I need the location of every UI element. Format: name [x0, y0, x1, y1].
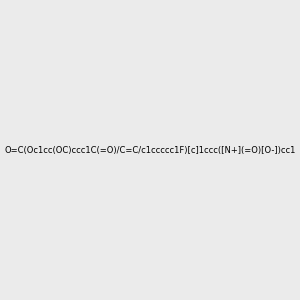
- Text: O=C(Oc1cc(OC)ccc1C(=O)/C=C/c1ccccc1F)[c]1ccc([N+](=O)[O-])cc1: O=C(Oc1cc(OC)ccc1C(=O)/C=C/c1ccccc1F)[c]…: [4, 146, 296, 154]
